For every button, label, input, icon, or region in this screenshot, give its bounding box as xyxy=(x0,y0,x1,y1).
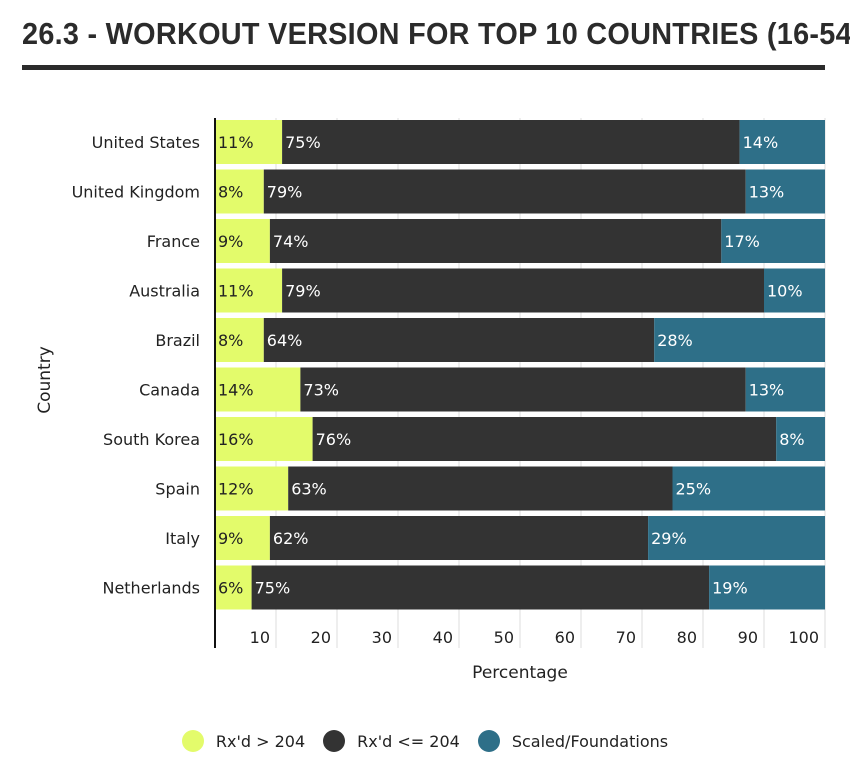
legend-swatch xyxy=(323,730,346,752)
bar-segment xyxy=(215,120,283,164)
bar-segment xyxy=(654,318,825,362)
legend-label: Scaled/Foundations xyxy=(511,731,669,751)
bar-data-label: 17% xyxy=(724,232,760,251)
x-axis-title: Percentage xyxy=(472,663,568,683)
bar-data-label: 74% xyxy=(273,232,309,251)
title-underline xyxy=(22,65,825,70)
legend: Rx'd > 204 Rx'd <= 204 Scaled/Foundation… xyxy=(0,730,850,752)
bar-segment xyxy=(776,417,825,461)
x-tick-label: 80 xyxy=(677,628,697,647)
y-tick-label: Brazil xyxy=(155,331,200,350)
legend-label: Rx'd > 204 xyxy=(215,731,306,751)
x-tick-label: 40 xyxy=(433,628,453,647)
bar-segment xyxy=(215,169,264,214)
y-tick-label: Canada xyxy=(139,381,200,400)
bar-segment xyxy=(709,565,825,610)
bar-segment xyxy=(215,268,283,313)
bar-segment xyxy=(721,219,825,263)
x-tick-label: 50 xyxy=(494,628,514,647)
bar-data-label: 75% xyxy=(285,133,321,152)
legend-swatch xyxy=(181,730,204,752)
stacked-bar-chart: 10 20 30 40 50 60 70 80 90 100 United States 11% 75%… xyxy=(35,118,826,683)
bar-segment xyxy=(288,466,673,511)
legend-swatch xyxy=(477,730,500,752)
bar-segment xyxy=(312,417,777,461)
bar-segment xyxy=(215,417,313,461)
bar-data-label: 19% xyxy=(712,579,748,598)
x-tick-label: 20 xyxy=(311,628,331,647)
bar-segment xyxy=(269,219,722,263)
y-tick-label: South Korea xyxy=(103,430,200,449)
bar-segment xyxy=(739,120,825,164)
bar-data-label: 16% xyxy=(218,430,254,449)
bar-segment xyxy=(215,318,264,362)
bar-data-label: 8% xyxy=(218,331,243,350)
bar-segment xyxy=(269,516,649,560)
bar-data-label: 12% xyxy=(218,480,254,499)
bar-segment xyxy=(215,219,270,263)
y-tick-label: United States xyxy=(92,133,200,152)
bar-data-label: 76% xyxy=(316,430,352,449)
bar-data-label: 8% xyxy=(218,183,243,202)
bar-data-label: 64% xyxy=(267,331,303,350)
bar-segment xyxy=(215,466,289,511)
legend-item-rx-over-204: Rx'd > 204 xyxy=(181,730,306,752)
bar-data-label: 11% xyxy=(218,133,254,152)
bar-segment xyxy=(263,169,746,214)
y-axis-title: Country xyxy=(35,346,55,414)
bar-segment xyxy=(745,367,825,412)
chart-title: 26.3 - WORKOUT VERSION FOR TOP 10 COUNTR… xyxy=(22,16,850,51)
bar-segment xyxy=(282,120,740,164)
bar-segment xyxy=(215,367,301,412)
legend-label: Rx'd <= 204 xyxy=(357,731,460,751)
x-tick-label: 30 xyxy=(372,628,392,647)
bar-data-label: 79% xyxy=(267,183,303,202)
bar-data-label: 28% xyxy=(657,331,693,350)
bar-segment xyxy=(215,516,270,560)
x-tick-label: 10 xyxy=(250,628,270,647)
x-tick-label: 100 xyxy=(788,628,819,647)
bar-data-label: 63% xyxy=(291,480,327,499)
bar-data-label: 75% xyxy=(255,579,291,598)
bar-data-label: 73% xyxy=(303,381,339,400)
bar-data-label: 25% xyxy=(676,480,712,499)
bar-data-label: 29% xyxy=(651,529,687,548)
bar-segment xyxy=(282,268,764,313)
legend-item-rx-under-204: Rx'd <= 204 xyxy=(323,730,460,752)
bar-segment xyxy=(672,466,825,511)
bar-segment xyxy=(300,367,746,412)
x-tick-label: 70 xyxy=(616,628,636,647)
bar-data-label: 8% xyxy=(779,430,804,449)
bar-segment xyxy=(648,516,825,560)
bar-data-label: 13% xyxy=(749,381,785,400)
bar-data-label: 14% xyxy=(743,133,779,152)
bar-data-label: 62% xyxy=(273,529,309,548)
bar-data-label: 14% xyxy=(218,381,254,400)
bar-data-label: 13% xyxy=(749,183,785,202)
bar-data-label: 9% xyxy=(218,529,243,548)
bar-segment xyxy=(764,268,825,313)
bar-segment xyxy=(251,565,710,610)
legend-item-scaled: Scaled/Foundations xyxy=(477,730,669,752)
bar-data-label: 6% xyxy=(218,579,243,598)
x-tick-label: 60 xyxy=(555,628,575,647)
bar-segment xyxy=(745,169,825,214)
y-tick-label: Australia xyxy=(129,282,200,301)
y-tick-label: France xyxy=(147,232,200,251)
bar-data-label: 11% xyxy=(218,282,254,301)
y-tick-label: Netherlands xyxy=(102,579,200,598)
bar-segment xyxy=(215,565,252,610)
y-tick-label: United Kingdom xyxy=(72,183,200,202)
y-tick-label: Spain xyxy=(155,480,200,499)
bar-data-label: 79% xyxy=(285,282,321,301)
bar-data-label: 10% xyxy=(767,282,803,301)
y-tick-label: Italy xyxy=(165,529,200,548)
bar-data-label: 9% xyxy=(218,232,243,251)
x-tick-label: 90 xyxy=(738,628,758,647)
bar-segment xyxy=(263,318,655,362)
